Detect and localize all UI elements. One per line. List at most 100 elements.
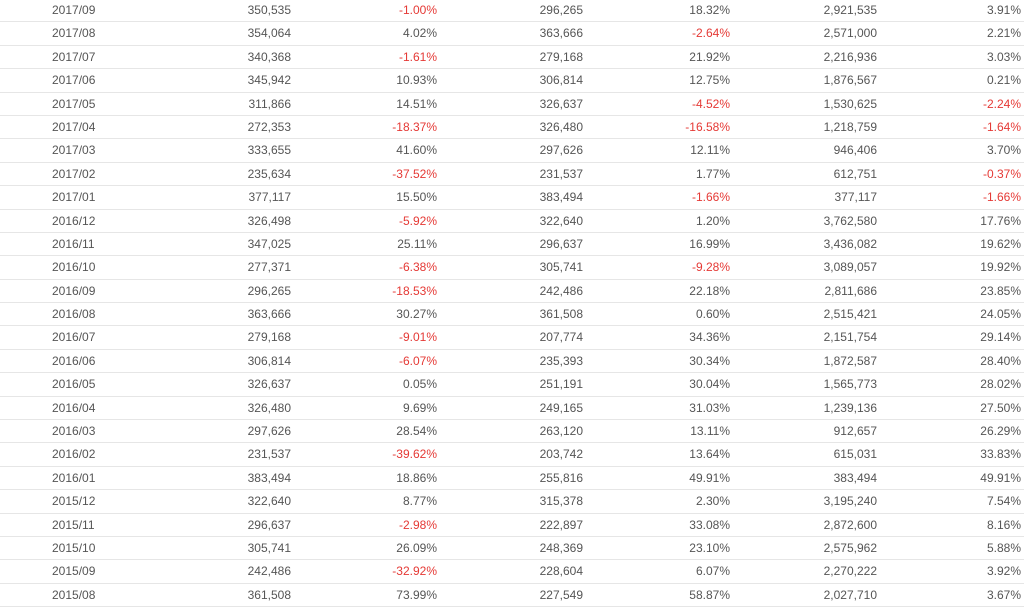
value-cell: 377,117 xyxy=(248,190,292,205)
value-cell: 322,640 xyxy=(247,494,291,509)
value-cell: 363,666 xyxy=(247,307,291,322)
mom-change-cell: 8.77% xyxy=(402,494,437,509)
yoy-change-cell: 1.77% xyxy=(695,166,730,181)
month-cell: 2016/02 xyxy=(52,447,96,462)
yoy-change-cell: 34.36% xyxy=(689,330,730,345)
prev-year-value-cell: 228,604 xyxy=(539,564,583,579)
yoy-change-cell: 33.08% xyxy=(689,517,730,532)
table-row: 2017/05 311,866 14.51% 326,637 -4.52% 1,530,6… xyxy=(0,93,1024,116)
value-cell: 350,535 xyxy=(247,3,291,17)
mom-change-cell: -18.37% xyxy=(392,119,437,134)
month-cell: 2016/01 xyxy=(52,470,96,485)
cumulative-cell: 383,494 xyxy=(833,470,877,485)
month-cell: 2017/01 xyxy=(52,190,96,205)
table-row: 2016/12 326,498 -5.92% 322,640 1.20% 3,762,58… xyxy=(0,210,1024,233)
value-cell: 361,508 xyxy=(247,587,291,602)
month-cell: 2016/03 xyxy=(52,424,96,439)
cumulative-cell: 615,031 xyxy=(833,447,877,462)
yoy-change-cell: 31.03% xyxy=(689,400,730,415)
month-cell: 2015/08 xyxy=(52,587,96,602)
mom-change-cell: 28.54% xyxy=(396,424,437,439)
cumulative-cell: 2,811,686 xyxy=(824,283,878,298)
table-row: 2016/11 347,025 25.11% 296,637 16.99% 3,436,0… xyxy=(0,233,1024,257)
month-cell: 2016/11 xyxy=(52,236,95,251)
mom-change-cell: -6.07% xyxy=(398,353,437,368)
mom-change-cell: -2.98% xyxy=(398,517,437,532)
cumulative-cell: 3,089,057 xyxy=(823,260,877,275)
cumulative-cell: 3,762,580 xyxy=(823,213,877,228)
cumulative-cell: 377,117 xyxy=(834,190,878,205)
cumulative-yoy-cell: 23.85% xyxy=(980,283,1021,298)
value-cell: 235,634 xyxy=(247,166,291,181)
value-cell: 340,368 xyxy=(247,49,291,64)
cumulative-yoy-cell: 3.70% xyxy=(986,143,1021,158)
table-row: 2017/09 350,535 -1.00% 296,265 18.32% 2,921,5… xyxy=(0,0,1024,23)
value-cell: 326,480 xyxy=(247,400,291,415)
cumulative-yoy-cell: 7.54% xyxy=(986,494,1021,509)
month-cell: 2015/10 xyxy=(52,540,96,555)
cumulative-cell: 1,565,773 xyxy=(823,377,877,392)
cumulative-yoy-cell: 8.16% xyxy=(986,517,1021,532)
month-cell: 2016/12 xyxy=(52,213,96,228)
cumulative-yoy-cell: 3.92% xyxy=(986,564,1021,579)
table-row: 2016/04 326,480 9.69% 249,165 31.03% 1,239,13… xyxy=(0,397,1024,421)
mom-change-cell: -1.00% xyxy=(398,3,437,17)
table-row: 2017/02 235,634 -37.52% 231,537 1.77% 612,751… xyxy=(0,163,1024,187)
yoy-change-cell: 13.64% xyxy=(689,447,730,462)
yoy-change-cell: 30.04% xyxy=(689,377,730,392)
table-row: 2016/10 277,371 -6.38% 305,741 -9.28% 3,089,0… xyxy=(0,256,1024,280)
mom-change-cell: -37.52% xyxy=(392,166,437,181)
yoy-change-cell: 49.91% xyxy=(689,470,730,485)
value-cell: 305,741 xyxy=(247,540,291,555)
yoy-change-cell: 12.75% xyxy=(689,73,730,88)
mom-change-cell: -9.01% xyxy=(398,330,437,345)
month-cell: 2016/07 xyxy=(52,330,96,345)
cumulative-cell: 1,530,625 xyxy=(823,96,877,111)
month-cell: 2015/09 xyxy=(52,564,96,579)
table-row: 2017/06 345,942 10.93% 306,814 12.75% 1,876,5… xyxy=(0,69,1024,93)
month-cell: 2017/05 xyxy=(52,96,96,111)
cumulative-cell: 2,151,754 xyxy=(823,330,877,345)
cumulative-cell: 2,575,962 xyxy=(823,540,877,555)
cumulative-cell: 1,218,759 xyxy=(823,119,877,134)
table-row: 2016/03 297,626 28.54% 263,120 13.11% 912,657… xyxy=(0,420,1024,444)
month-cell: 2016/10 xyxy=(52,260,96,275)
table-row: 2015/10 305,741 26.09% 248,369 23.10% 2,575,9… xyxy=(0,537,1024,561)
prev-year-value-cell: 297,626 xyxy=(539,143,583,158)
yoy-change-cell: 58.87% xyxy=(689,587,730,602)
month-cell: 2017/06 xyxy=(52,73,96,88)
prev-year-value-cell: 222,897 xyxy=(539,517,583,532)
cumulative-yoy-cell: 0.21% xyxy=(986,73,1021,88)
prev-year-value-cell: 207,774 xyxy=(539,330,583,345)
cumulative-yoy-cell: 24.05% xyxy=(980,307,1021,322)
value-cell: 279,168 xyxy=(247,330,291,345)
table-row: 2016/05 326,637 0.05% 251,191 30.04% 1,565,77… xyxy=(0,373,1024,397)
cumulative-cell: 1,239,136 xyxy=(823,400,877,415)
value-cell: 326,637 xyxy=(247,377,291,392)
mom-change-cell: 14.51% xyxy=(396,96,437,111)
prev-year-value-cell: 296,265 xyxy=(539,3,583,17)
mom-change-cell: 9.69% xyxy=(402,400,437,415)
prev-year-value-cell: 231,537 xyxy=(539,166,583,181)
cumulative-cell: 2,027,710 xyxy=(823,587,877,602)
yoy-change-cell: 22.18% xyxy=(689,283,730,298)
cumulative-cell: 2,872,600 xyxy=(823,517,877,532)
mom-change-cell: 25.11% xyxy=(397,236,437,251)
yoy-change-cell: 0.60% xyxy=(695,307,730,322)
yoy-change-cell: 6.07% xyxy=(695,564,730,579)
cumulative-cell: 3,436,082 xyxy=(823,236,877,251)
value-cell: 242,486 xyxy=(247,564,291,579)
month-cell: 2017/03 xyxy=(52,143,96,158)
yoy-change-cell: 12.11% xyxy=(690,143,730,158)
mom-change-cell: 41.60% xyxy=(396,143,437,158)
cumulative-yoy-cell: -2.24% xyxy=(982,96,1021,111)
table-row: 2016/08 363,666 30.27% 361,508 0.60% 2,515,42… xyxy=(0,303,1024,327)
prev-year-value-cell: 235,393 xyxy=(539,353,583,368)
mom-change-cell: 18.86% xyxy=(396,470,437,485)
mom-change-cell: 30.27% xyxy=(396,307,437,322)
cumulative-yoy-cell: 28.40% xyxy=(980,353,1021,368)
cumulative-yoy-cell: 28.02% xyxy=(980,377,1021,392)
prev-year-value-cell: 326,637 xyxy=(539,96,583,111)
yoy-change-cell: 16.99% xyxy=(689,236,730,251)
yoy-change-cell: 2.30% xyxy=(695,494,730,509)
